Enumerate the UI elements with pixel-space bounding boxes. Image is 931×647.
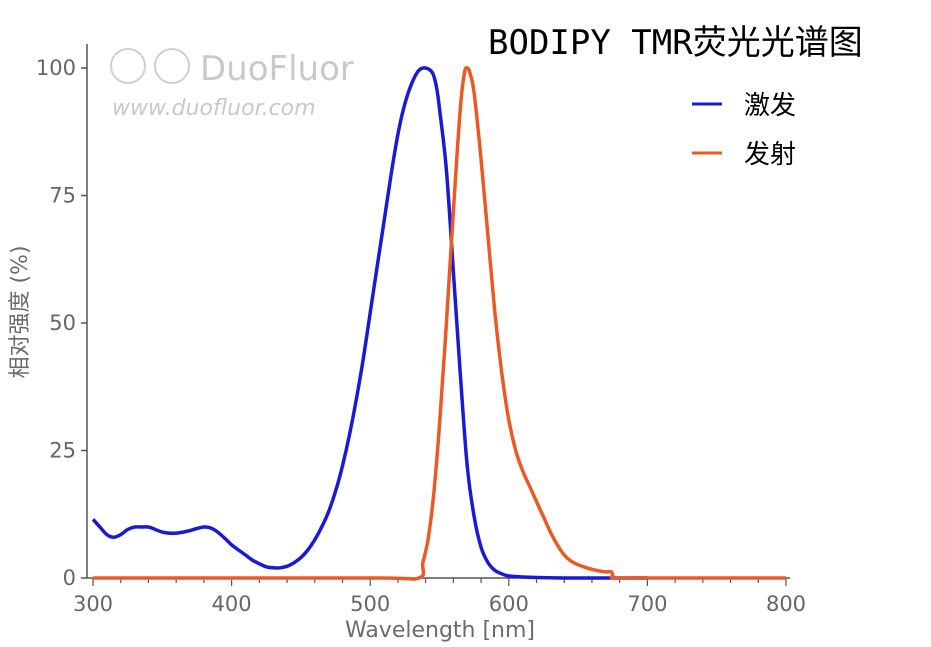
excitation-series-line	[91, 66, 648, 580]
legend: 激发 发射	[692, 91, 796, 170]
legend-label-emission: 发射	[744, 140, 796, 170]
y-axis-label: 相对强度 (%)	[8, 245, 33, 378]
watermark-url: www.duofluor.com	[112, 96, 316, 121]
emission-series-line	[93, 66, 786, 581]
x-tick-label: 300	[73, 592, 113, 616]
x-tick-label: 600	[489, 592, 529, 616]
duofluor-logo-icon	[110, 48, 190, 84]
watermark-brand: DuoFluor	[200, 49, 354, 89]
axes	[86, 44, 790, 579]
x-tick-label: 700	[627, 592, 667, 616]
chart-title: BODIPY TMR荧光光谱图	[488, 23, 863, 63]
x-ticks: 300 400 500 600 700 800	[73, 578, 806, 616]
legend-item-excitation: 激发	[692, 91, 796, 121]
y-tick-label: 100	[36, 56, 76, 80]
x-tick-label: 500	[350, 592, 390, 616]
y-tick-label: 25	[49, 439, 76, 463]
y-tick-label: 0	[63, 566, 76, 590]
x-tick-label: 400	[212, 592, 252, 616]
y-tick-label: 50	[49, 311, 76, 335]
series-layer	[91, 66, 786, 581]
legend-item-emission: 发射	[692, 140, 796, 170]
x-tick-label: 800	[766, 592, 806, 616]
legend-label-excitation: 激发	[744, 91, 796, 121]
watermark: DuoFluor www.duofluor.com	[110, 48, 354, 121]
x-axis-label: Wavelength [nm]	[345, 618, 535, 643]
y-ticks: 0 25 50 75 100	[36, 56, 87, 590]
y-tick-label: 75	[49, 184, 76, 208]
